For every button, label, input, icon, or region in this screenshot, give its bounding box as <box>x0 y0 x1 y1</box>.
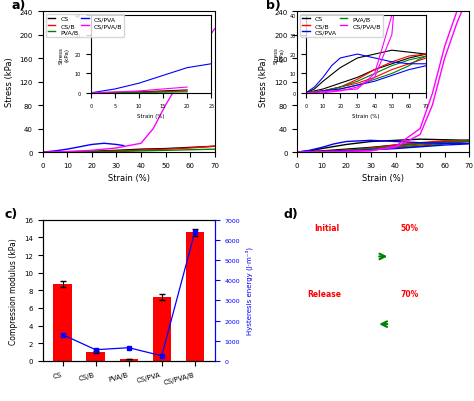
Y-axis label: Hysteresis energy (J·m⁻³): Hysteresis energy (J·m⁻³) <box>246 247 253 334</box>
Text: 70%: 70% <box>401 289 419 298</box>
Y-axis label: Stress (kPa): Stress (kPa) <box>259 58 268 107</box>
Text: Initial: Initial <box>314 223 339 232</box>
Legend: CS, CS/B, PVA/B, CS/PVA, CS/PVA/B: CS, CS/B, PVA/B, CS/PVA, CS/PVA/B <box>46 15 124 37</box>
Bar <box>54 284 72 361</box>
Text: 50%: 50% <box>401 223 419 232</box>
Text: b): b) <box>266 0 281 12</box>
Bar <box>153 298 171 361</box>
Text: d): d) <box>283 207 298 221</box>
Bar <box>186 233 204 361</box>
Text: c): c) <box>5 207 18 221</box>
X-axis label: Strain (%): Strain (%) <box>362 174 404 183</box>
Bar <box>119 359 138 361</box>
Y-axis label: Stress (kPa): Stress (kPa) <box>5 58 14 107</box>
X-axis label: Strain (%): Strain (%) <box>108 174 150 183</box>
Text: Release: Release <box>308 289 342 298</box>
Bar <box>86 352 105 361</box>
Text: a): a) <box>12 0 26 12</box>
Y-axis label: Compression modulus (kPa): Compression modulus (kPa) <box>9 237 18 344</box>
Legend: CS, CS/B, CS/PVA, PVA/B, CS/PVA/B: CS, CS/B, CS/PVA, PVA/B, CS/PVA/B <box>301 15 383 37</box>
